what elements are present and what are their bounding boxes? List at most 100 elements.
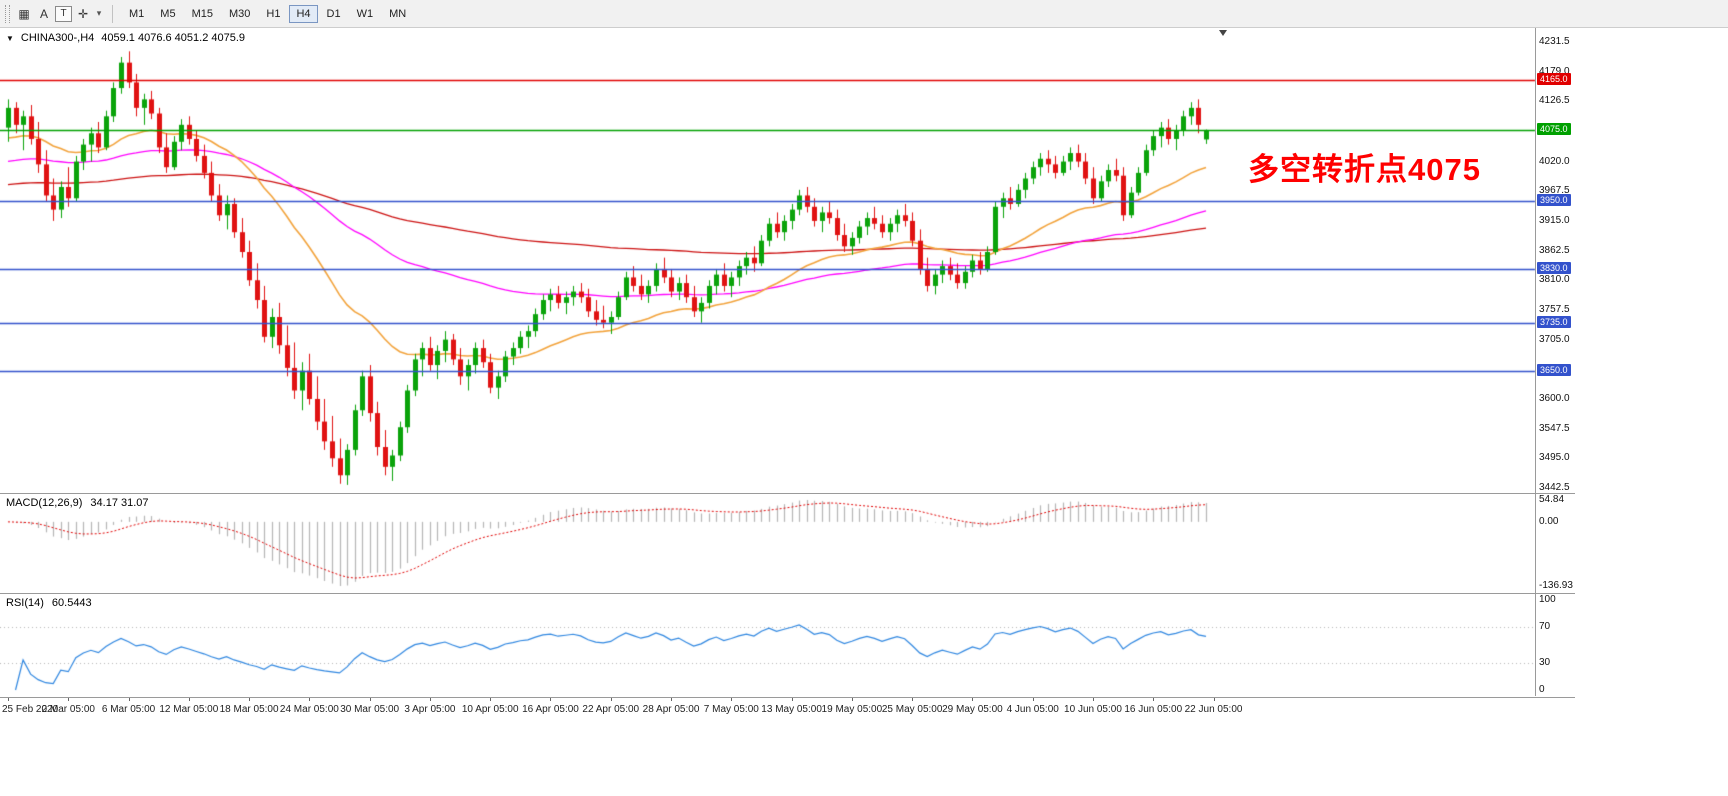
main-chart-canvas[interactable] bbox=[0, 28, 1575, 494]
time-axis-label: 22 Jun 05:00 bbox=[1184, 704, 1243, 715]
macd-axis-label: -136.93 bbox=[1539, 580, 1573, 591]
timeframe-group: M1 M5 M15 M30 H1 H4 D1 W1 MN bbox=[121, 4, 414, 23]
price-tick-label: 3705.0 bbox=[1539, 333, 1570, 345]
toolbar: ▦ A T ✛ ▾ M1 M5 M15 M30 H1 H4 D1 W1 MN bbox=[0, 0, 1728, 28]
price-tick-label: 3862.5 bbox=[1539, 244, 1570, 256]
time-tick-mark bbox=[611, 698, 612, 701]
timeframe-button-m30[interactable]: M30 bbox=[228, 7, 251, 20]
symbol-timeframe-label: CHINA300-,H4 bbox=[20, 32, 95, 44]
price-line-badge: 3830.0 bbox=[1537, 261, 1571, 274]
time-tick-mark bbox=[1033, 698, 1034, 701]
chart-title: ▼ CHINA300-,H4 4059.1 4076.6 4051.2 4075… bbox=[6, 32, 245, 44]
time-axis-label: 6 Mar 05:00 bbox=[101, 704, 156, 715]
price-tick-label: 4231.5 bbox=[1539, 36, 1570, 47]
time-axis-label: 4 Jun 05:00 bbox=[1006, 704, 1059, 715]
annotation-text: 多空转折点4075 bbox=[1248, 152, 1481, 187]
time-axis-label: 10 Apr 05:00 bbox=[461, 704, 519, 715]
rsi-axis-label: 0 bbox=[1539, 684, 1545, 695]
price-line-badge: 4165.0 bbox=[1537, 72, 1571, 85]
timeframe-button-m1[interactable]: M1 bbox=[129, 7, 145, 20]
time-tick-mark bbox=[490, 698, 491, 701]
time-tick-mark bbox=[68, 698, 69, 701]
price-line-badge: 3735.0 bbox=[1537, 315, 1571, 328]
pane-splitter-macd[interactable] bbox=[0, 493, 1575, 494]
time-tick-mark bbox=[430, 698, 431, 701]
time-tick-mark bbox=[8, 698, 9, 701]
time-tick-mark bbox=[309, 698, 310, 701]
time-axis-label: 24 Mar 05:00 bbox=[279, 704, 339, 715]
time-axis-label: 19 May 05:00 bbox=[821, 704, 883, 715]
toolbar-tool-cursor-a[interactable]: A bbox=[39, 6, 48, 21]
toolbar-separator bbox=[112, 4, 113, 23]
macd-label: MACD(12,26,9) 34.17 31.07 bbox=[6, 497, 149, 509]
time-axis-label: 2 Mar 05:00 bbox=[41, 704, 95, 715]
time-axis-label: 30 Mar 05:00 bbox=[340, 704, 400, 715]
timeframe-button-h1[interactable]: H1 bbox=[266, 7, 281, 20]
time-axis-label: 16 Jun 05:00 bbox=[1124, 704, 1183, 715]
time-tick-mark bbox=[550, 698, 551, 701]
timeframe-button-d1[interactable]: D1 bbox=[326, 7, 341, 20]
macd-values: 34.17 31.07 bbox=[90, 497, 149, 509]
macd-axis-label: 54.84 bbox=[1539, 494, 1565, 505]
time-tick-mark bbox=[370, 698, 371, 701]
toolbar-tool-text[interactable]: T bbox=[55, 5, 72, 22]
chart-shift-marker[interactable] bbox=[1219, 30, 1227, 36]
toolbar-tool-dropdown-icon[interactable]: ▾ bbox=[96, 8, 102, 18]
price-tick-label: 4179.0 bbox=[1539, 65, 1570, 77]
time-axis-label: 3 Apr 05:00 bbox=[404, 704, 456, 715]
price-tick-label: 3967.5 bbox=[1539, 185, 1570, 197]
price-tick-label: 4020.0 bbox=[1539, 155, 1570, 167]
time-axis[interactable]: 25 Feb 2020 2 Mar 05:00 6 Mar 05:00 12 Mar … bbox=[0, 697, 1575, 721]
time-tick-mark bbox=[129, 698, 130, 701]
price-line-badge: 4075.0 bbox=[1537, 123, 1571, 136]
time-tick-mark bbox=[852, 698, 853, 701]
rsi-value: 60.5443 bbox=[51, 597, 92, 609]
price-line-badge: 3950.0 bbox=[1537, 194, 1571, 207]
pane-splitter-rsi[interactable] bbox=[0, 593, 1575, 594]
time-axis-label: 18 Mar 05:00 bbox=[219, 704, 279, 715]
timeframe-button-w1[interactable]: W1 bbox=[356, 7, 374, 20]
rsi-axis-label: 70 bbox=[1539, 621, 1551, 632]
toolbar-tools: ▦ A T ✛ ▾ bbox=[15, 5, 104, 23]
rsi-indicator-canvas[interactable] bbox=[0, 594, 1575, 695]
price-axis[interactable]: 4231.5 4179.0 4126.5 4020.0 3967.5 3915.0 3862… bbox=[1535, 28, 1575, 696]
timeframe-button-mn[interactable]: MN bbox=[389, 7, 407, 20]
time-tick-mark bbox=[1153, 698, 1154, 701]
time-tick-mark bbox=[189, 698, 190, 701]
timeframe-button-m15[interactable]: M15 bbox=[191, 7, 213, 20]
macd-indicator-canvas[interactable] bbox=[0, 494, 1575, 592]
timeframe-button-h4[interactable]: H4 bbox=[289, 4, 318, 23]
rsi-axis-label: 100 bbox=[1539, 594, 1556, 605]
time-tick-mark bbox=[671, 698, 672, 701]
price-tick-label: 3495.0 bbox=[1539, 452, 1570, 464]
time-tick-mark bbox=[731, 698, 732, 701]
macd-axis-label: 0.00 bbox=[1539, 515, 1559, 527]
rsi-axis-label: 30 bbox=[1539, 657, 1551, 668]
time-tick-mark bbox=[792, 698, 793, 701]
time-axis-label: 28 Apr 05:00 bbox=[642, 704, 700, 715]
price-tick-label: 3547.5 bbox=[1539, 422, 1570, 434]
rsi-label: RSI(14) 60.5443 bbox=[6, 597, 92, 609]
price-tick-label: 3442.5 bbox=[1539, 482, 1570, 493]
time-axis-label: 22 Apr 05:00 bbox=[582, 704, 640, 715]
price-tick-label: 3810.0 bbox=[1539, 274, 1570, 286]
toolbar-grip-icon[interactable] bbox=[5, 4, 10, 23]
time-axis-label: 13 May 05:00 bbox=[761, 704, 822, 715]
timeframe-button-m5[interactable]: M5 bbox=[160, 7, 176, 20]
chart-window: ▼ CHINA300-,H4 4059.1 4076.6 4051.2 4075… bbox=[0, 28, 1575, 768]
time-axis-label: 25 Feb 2020 bbox=[2, 704, 59, 715]
price-tick-label: 3915.0 bbox=[1539, 214, 1570, 226]
macd-name: MACD(12,26,9) bbox=[6, 497, 83, 509]
price-tick-label: 4126.5 bbox=[1539, 95, 1570, 107]
time-axis-label: 12 Mar 05:00 bbox=[159, 704, 219, 715]
rsi-name: RSI(14) bbox=[6, 597, 44, 609]
symbol-dropdown-icon[interactable]: ▼ bbox=[6, 33, 14, 43]
price-line-badge: 3650.0 bbox=[1537, 363, 1571, 376]
ohlc-values: 4059.1 4076.6 4051.2 4075.9 bbox=[101, 32, 246, 44]
price-tick-label: 3600.0 bbox=[1539, 392, 1570, 404]
time-tick-mark bbox=[1214, 698, 1215, 701]
time-tick-mark bbox=[249, 698, 250, 701]
toolbar-tool-crosshair[interactable]: ✛ bbox=[77, 6, 89, 21]
toolbar-tool-grid[interactable]: ▦ bbox=[18, 6, 30, 21]
time-axis-label: 25 May 05:00 bbox=[881, 704, 943, 715]
